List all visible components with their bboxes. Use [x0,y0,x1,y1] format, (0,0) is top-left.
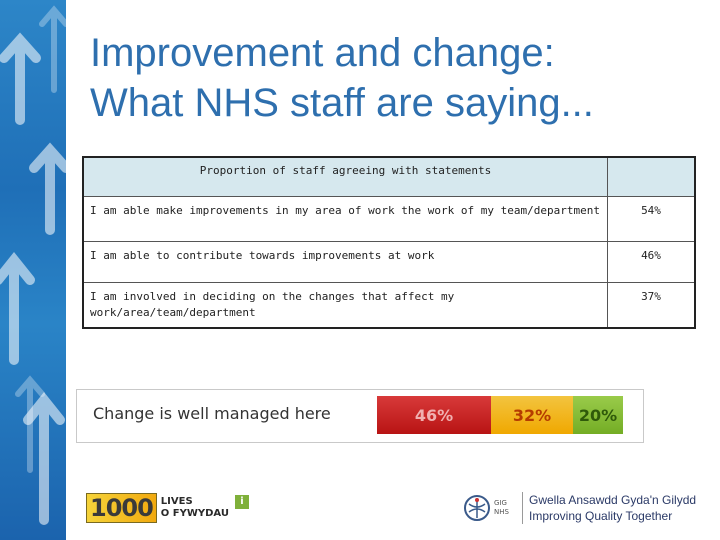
statements-table: Proportion of staff agreeing with statem… [82,156,696,329]
change-bar-label: Change is well managed here [93,404,331,423]
change-management-bar: Change is well managed here 46% 32% 20% [76,389,644,443]
value-cell: 54% [607,196,696,242]
table-row: I am able to contribute towards improvem… [82,241,696,283]
table-header-statement: Proportion of staff agreeing with statem… [82,156,608,197]
slide-title-line-2: What NHS staff are saying... [90,81,594,125]
nhs-wales-emblem-icon [464,495,490,521]
quality-slogan: Gwella Ansawdd Gyda'n Gilydd Improving Q… [529,492,696,524]
table-row: I am involved in deciding on the changes… [82,282,696,329]
nhs-abbrev: GIG NHS [494,499,516,517]
segment-agree: 20% [573,396,623,434]
segment-neutral: 32% [491,396,573,434]
logo-divider [522,492,523,524]
table-row: I am able make improvements in my area o… [82,196,696,242]
logo-word-welsh: O FYWYDAU [160,508,229,519]
table-header-row: Proportion of staff agreeing with statem… [82,156,696,197]
nhs-quality-logo: GIG NHS Gwella Ansawdd Gyda'n Gilydd Imp… [462,490,696,526]
value-cell: 37% [607,282,696,329]
segment-disagree: 46% [377,396,491,434]
logo-word-lives: LIVES [160,496,193,507]
logo-number: 1000 [86,493,157,523]
statement-cell: I am involved in deciding on the changes… [82,282,608,329]
statement-cell: I am able to contribute towards improvem… [82,241,608,283]
table-header-value [607,156,696,197]
slogan-english: Improving Quality Together [529,509,673,523]
statement-cell: I am able make improvements in my area o… [82,196,608,242]
decorative-side-band [0,0,66,540]
slide-title: Improvement and change: What NHS staff a… [90,28,690,128]
1000-lives-logo: 1000 LIVES O FYWYDAU i [86,493,249,523]
nhs-abbrev-welsh: GIG [494,499,507,507]
slide-title-line-1: Improvement and change: [90,31,555,75]
value-cell: 46% [607,241,696,283]
info-badge-icon: i [234,495,249,509]
nhs-abbrev-english: NHS [494,508,509,516]
slogan-welsh: Gwella Ansawdd Gyda'n Gilydd [529,493,697,507]
logo-words: LIVES O FYWYDAU [161,496,229,520]
arrows-pattern-icon [0,5,66,525]
